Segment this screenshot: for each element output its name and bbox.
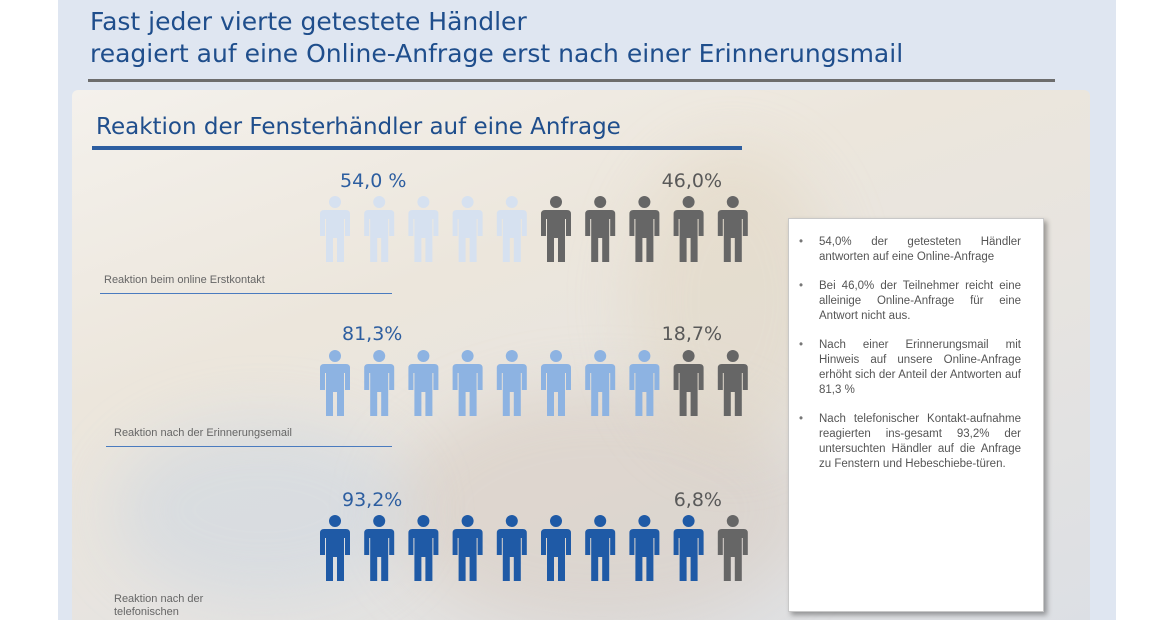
note-item: Bei 46,0% der Teilnehmer reicht eine all… xyxy=(799,279,1021,324)
person-icon-responded xyxy=(541,350,571,416)
person-icon-responded xyxy=(320,350,350,416)
person-icon-not-responded xyxy=(585,196,616,262)
person-icon-responded xyxy=(320,515,350,581)
slide: Fast jeder vierte getestete Händler reag… xyxy=(58,0,1116,620)
pictograph-row xyxy=(320,196,748,262)
person-icon-responded xyxy=(408,196,439,262)
person-icon-responded xyxy=(496,515,527,581)
person-icon-responded xyxy=(496,196,527,262)
person-icon-responded xyxy=(408,350,439,416)
person-icon-responded xyxy=(364,515,395,581)
person-icon-not-responded xyxy=(717,196,748,262)
row1-not-responded-percent: 46,0% xyxy=(661,170,722,192)
row1-responded-percent: 54,0 % xyxy=(340,170,407,192)
row2-label-underline xyxy=(106,446,392,447)
notes-box: 54,0% der getesteten Händler antworten a… xyxy=(788,218,1044,612)
row2-responded-percent: 81,3% xyxy=(342,323,403,345)
note-item: Nach einer Erinnerungsmail mit Hinweis a… xyxy=(799,338,1021,398)
person-icon-not-responded xyxy=(629,196,660,262)
person-icon-responded xyxy=(452,350,483,416)
background-photo-shape xyxy=(392,390,812,620)
person-icon-responded xyxy=(452,196,483,262)
row3-label: Reaktion nach der telefonischen Kontakta… xyxy=(114,593,204,620)
person-icon-responded xyxy=(673,515,704,581)
row2-not-responded-percent: 18,7% xyxy=(661,323,722,345)
person-icon-responded xyxy=(364,350,395,416)
row1-label-underline xyxy=(100,293,392,294)
row2-label: Reaktion nach der Erinnerungsemail xyxy=(114,427,292,439)
row2-pictograph xyxy=(316,350,752,421)
person-icon-responded xyxy=(541,515,571,581)
heading-line-1: Fast jeder vierte getestete Händler xyxy=(90,7,527,36)
pictograph-row xyxy=(320,350,748,416)
note-item: 54,0% der getesteten Händler antworten a… xyxy=(799,235,1021,265)
person-icon-not-responded xyxy=(673,350,704,416)
person-icon-responded xyxy=(629,515,660,581)
row3-pictograph xyxy=(316,515,752,586)
person-icon-responded xyxy=(496,350,527,416)
heading-divider xyxy=(88,79,1055,82)
chart-title: Reaktion der Fensterhändler auf eine Anf… xyxy=(96,114,621,140)
pictograph-row xyxy=(320,515,748,581)
row1-pictograph xyxy=(316,196,752,267)
person-icon-not-responded xyxy=(717,350,748,416)
notes-list: 54,0% der getesteten Händler antworten a… xyxy=(789,219,1043,472)
person-icon-responded xyxy=(320,196,350,262)
background-photo-shape xyxy=(112,420,412,600)
person-icon-responded xyxy=(364,196,395,262)
person-icon-responded xyxy=(629,350,660,416)
chart-title-underline xyxy=(92,146,742,150)
person-icon-responded xyxy=(585,515,616,581)
heading-line-2: reagiert auf eine Online-Anfrage erst na… xyxy=(90,39,904,68)
slide-heading: Fast jeder vierte getestete Händler reag… xyxy=(90,6,903,70)
person-icon-not-responded xyxy=(673,196,704,262)
row3-not-responded-percent: 6,8% xyxy=(673,489,722,511)
note-item: Nach telefonischer Kontakt-aufnahme reag… xyxy=(799,412,1021,472)
person-icon-responded xyxy=(408,515,439,581)
person-icon-responded xyxy=(585,350,616,416)
person-icon-not-responded xyxy=(541,196,571,262)
row1-label: Reaktion beim online Erstkontakt xyxy=(104,274,265,286)
person-icon-not-responded xyxy=(717,515,748,581)
row3-responded-percent: 93,2% xyxy=(342,489,403,511)
person-icon-responded xyxy=(452,515,483,581)
